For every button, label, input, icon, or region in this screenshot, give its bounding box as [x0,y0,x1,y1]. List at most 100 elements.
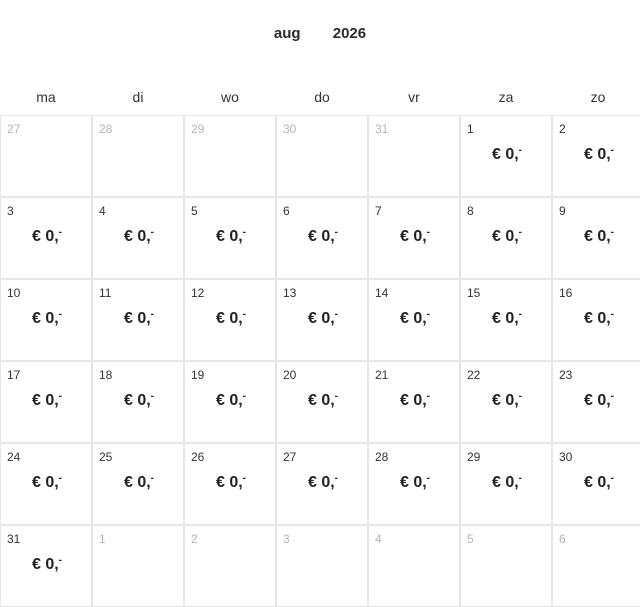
price-suffix: - [334,391,339,402]
weekday-label: wo [221,89,239,105]
calendar-day[interactable]: 31 € 0,- [0,525,92,607]
calendar-day[interactable]: 14 € 0,- [368,279,460,361]
calendar-day[interactable]: 26 € 0,- [184,443,276,525]
month-year-header: aug 2026 [0,25,640,42]
calendar-day[interactable]: 19 € 0,- [184,361,276,443]
day-number: 8 [467,204,474,218]
calendar-day-outside-month: 5 [460,525,552,607]
day-number: 30 [559,450,573,464]
calendar-day[interactable]: 20 € 0,- [276,361,368,443]
calendar-day[interactable]: 6 € 0,- [276,197,368,279]
price-suffix: - [242,391,247,402]
day-price: € 0,- [1,227,93,246]
price-amount: € 0, [491,474,519,491]
price-suffix: - [242,309,247,320]
day-number: 20 [283,368,297,382]
calendar-day[interactable]: 29 € 0,- [460,443,552,525]
calendar-day[interactable]: 28 € 0,- [368,443,460,525]
calendar-day[interactable]: 5 € 0,- [184,197,276,279]
day-number: 6 [283,204,290,218]
calendar-day[interactable]: 1 € 0,- [460,115,552,197]
day-price: € 0,- [185,391,277,410]
price-suffix: - [58,555,63,566]
month-label[interactable]: aug [273,25,301,42]
calendar-day[interactable]: 30 € 0,- [552,443,640,525]
weekday-label: do [314,89,330,105]
price-suffix: - [426,227,431,238]
day-number: 4 [375,532,382,546]
day-price: € 0,- [93,227,185,246]
year-label[interactable]: 2026 [332,25,367,42]
price-suffix: - [610,309,615,320]
calendar-day[interactable]: 9 € 0,- [552,197,640,279]
calendar-day[interactable]: 23 € 0,- [552,361,640,443]
day-price: € 0,- [277,473,369,492]
calendar-day[interactable]: 7 € 0,- [368,197,460,279]
calendar-day[interactable]: 25 € 0,- [92,443,184,525]
price-amount: € 0, [491,310,519,327]
calendar-week-row: 31 € 0,- 1 2 3 4 5 6 [0,525,640,607]
calendar-day[interactable]: 17 € 0,- [0,361,92,443]
calendar-day-outside-month: 28 [92,115,184,197]
calendar-day[interactable]: 18 € 0,- [92,361,184,443]
day-price: € 0,- [553,145,640,164]
price-suffix: - [150,227,155,238]
calendar-day-outside-month: 4 [368,525,460,607]
calendar-day[interactable]: 21 € 0,- [368,361,460,443]
day-price: € 0,- [553,391,640,410]
calendar-week-row: 27 28 29 30 31 1 € 0,- 2 € 0,- [0,115,640,197]
price-amount: € 0, [399,228,427,245]
day-number: 28 [99,122,113,136]
price-amount: € 0, [491,392,519,409]
price-suffix: - [58,227,63,238]
day-price: € 0,- [1,309,93,328]
price-amount: € 0, [583,146,611,163]
price-suffix: - [242,473,247,484]
price-amount: € 0, [307,392,335,409]
calendar-day-outside-month: 6 [552,525,640,607]
calendar-day[interactable]: 15 € 0,- [460,279,552,361]
day-price: € 0,- [553,309,640,328]
day-number: 2 [559,122,566,136]
day-number: 30 [283,122,297,136]
price-amount: € 0, [583,392,611,409]
price-amount: € 0, [31,228,59,245]
price-amount: € 0, [491,228,519,245]
day-number: 7 [375,204,382,218]
calendar-week-row: 24 € 0,- 25 € 0,- 26 € 0,- 27 € 0,- 28 € 0,- 29 € 0… [0,443,640,525]
price-amount: € 0, [31,392,59,409]
calendar-day[interactable]: 22 € 0,- [460,361,552,443]
day-number: 31 [7,532,21,546]
day-price: € 0,- [1,473,93,492]
calendar-day[interactable]: 12 € 0,- [184,279,276,361]
day-number: 18 [99,368,113,382]
price-amount: € 0, [31,310,59,327]
calendar-day[interactable]: 24 € 0,- [0,443,92,525]
day-number: 2 [191,532,198,546]
calendar-day-outside-month: 2 [184,525,276,607]
day-price: € 0,- [277,227,369,246]
calendar-day[interactable]: 2 € 0,- [552,115,640,197]
calendar-day[interactable]: 11 € 0,- [92,279,184,361]
day-number: 9 [559,204,566,218]
day-number: 3 [7,204,14,218]
calendar-day[interactable]: 3 € 0,- [0,197,92,279]
calendar-day[interactable]: 10 € 0,- [0,279,92,361]
price-suffix: - [610,227,615,238]
price-suffix: - [150,473,155,484]
price-suffix: - [426,473,431,484]
day-number: 22 [467,368,481,382]
calendar-day[interactable]: 16 € 0,- [552,279,640,361]
price-suffix: - [426,309,431,320]
calendar-day[interactable]: 4 € 0,- [92,197,184,279]
calendar-day[interactable]: 27 € 0,- [276,443,368,525]
day-price: € 0,- [461,227,553,246]
day-price: € 0,- [1,555,93,574]
price-suffix: - [518,473,523,484]
calendar-day-outside-month: 27 [0,115,92,197]
price-amount: € 0, [583,310,611,327]
price-suffix: - [610,391,615,402]
day-price: € 0,- [1,391,93,410]
calendar-day[interactable]: 8 € 0,- [460,197,552,279]
calendar-day[interactable]: 13 € 0,- [276,279,368,361]
